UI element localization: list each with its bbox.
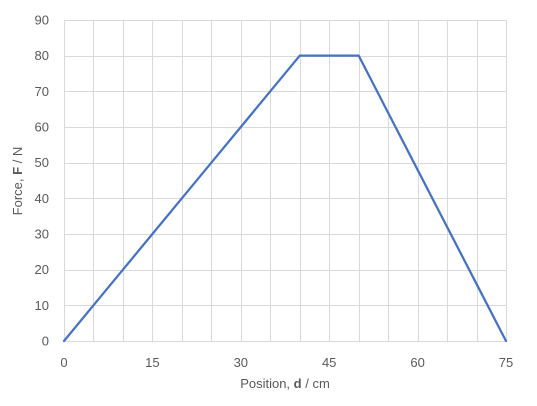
y-axis-label-prefix: Force, xyxy=(10,175,25,215)
x-axis-label-prefix: Position, xyxy=(240,376,293,391)
y-axis-label-symbol: F xyxy=(10,167,25,175)
y-tick-label: 50 xyxy=(35,155,49,170)
series-group xyxy=(62,54,508,343)
x-tick-label: 45 xyxy=(322,355,336,370)
y-tick-label: 70 xyxy=(35,84,49,99)
y-tick-label: 40 xyxy=(35,191,49,206)
y-axis-label-suffix: / N xyxy=(10,147,25,167)
y-tick-label: 80 xyxy=(35,48,49,63)
x-tick-label: 75 xyxy=(499,355,513,370)
x-axis-label-symbol: d xyxy=(294,376,302,391)
y-axis-label: Force, F / N xyxy=(10,147,25,216)
y-tick-label: 60 xyxy=(35,120,49,135)
x-tick-label: 30 xyxy=(234,355,248,370)
x-axis-label-suffix: / cm xyxy=(302,376,330,391)
x-tick-label: 60 xyxy=(410,355,424,370)
x-axis-label: Position, d / cm xyxy=(240,376,330,391)
y-tick-label: 20 xyxy=(35,262,49,277)
gridlines xyxy=(64,20,507,342)
x-tick-labels: 0 15 30 45 60 75 xyxy=(60,355,513,370)
y-tick-labels: 0 10 20 30 40 50 60 70 80 90 xyxy=(35,13,49,349)
y-tick-label: 90 xyxy=(35,13,49,28)
x-tick-label: 0 xyxy=(60,355,67,370)
y-tick-label: 10 xyxy=(35,298,49,313)
x-tick-label: 15 xyxy=(145,355,159,370)
y-tick-label: 30 xyxy=(35,227,49,242)
y-tick-label: 0 xyxy=(42,334,49,349)
series-line xyxy=(62,54,508,343)
